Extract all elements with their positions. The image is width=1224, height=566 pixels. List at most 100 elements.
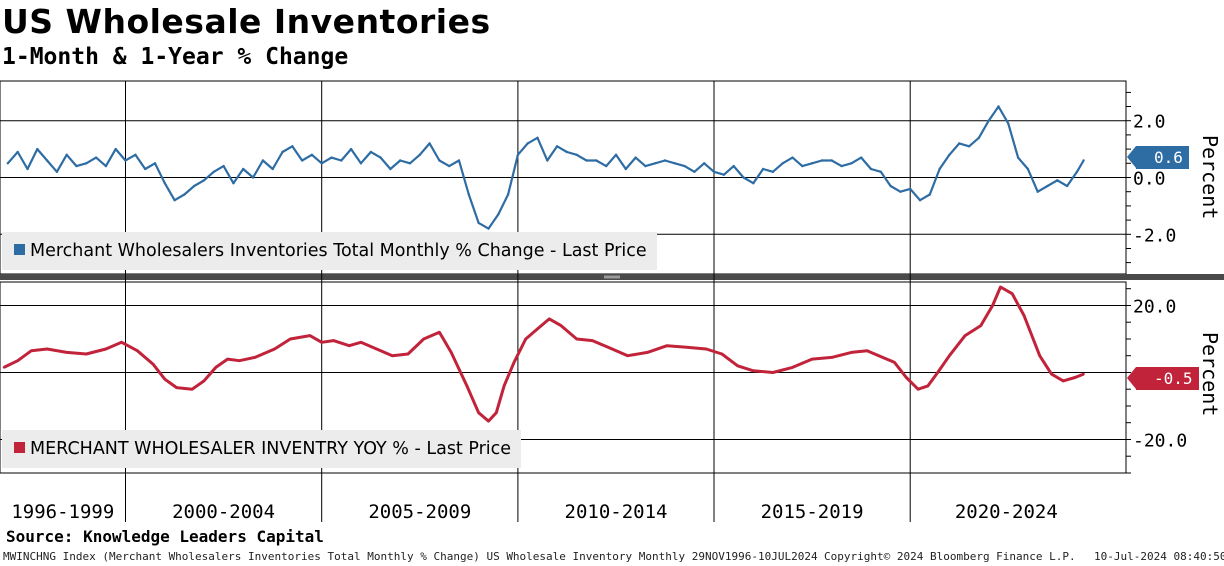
yoy-data-point	[963, 334, 967, 337]
monthly-data-point	[1056, 179, 1059, 182]
yoy-data-point	[65, 351, 68, 354]
yoy-data-point	[893, 361, 896, 364]
yoy-data-point	[273, 347, 276, 351]
yoy-data-point	[1050, 372, 1053, 376]
monthly-data-point	[820, 159, 824, 162]
yoy-data-point	[391, 354, 394, 357]
x-range-label-0: 1996-1999	[11, 501, 114, 523]
monthly-data-point	[379, 156, 382, 159]
monthly-data-point	[487, 227, 490, 230]
monthly-data-point	[202, 179, 206, 182]
yoy-data-point	[202, 379, 206, 383]
monthly-data-point	[634, 156, 637, 159]
legend-monthly[interactable]: Merchant Wholesalers Inventories Total M…	[2, 232, 657, 270]
yoy-data-point	[999, 285, 1002, 289]
yoy-data-point	[720, 352, 724, 356]
monthly-data-point	[555, 145, 559, 148]
monthly-data-point	[94, 156, 98, 159]
monthly-data-point	[144, 167, 147, 171]
monthly-data-point	[1007, 122, 1010, 125]
monthly-data-point	[340, 159, 343, 162]
yoy-data-point	[548, 317, 551, 321]
yoy-data-point	[226, 357, 229, 361]
monthly-data-point	[1046, 184, 1049, 188]
x-range-label-1: 2000-2004	[172, 501, 275, 523]
yoy-data-point	[465, 384, 469, 388]
yoy-data-point	[1022, 314, 1026, 317]
yoy-data-point	[606, 346, 610, 349]
top-y-axis: 2.0 0.0 -2.0	[1126, 91, 1176, 264]
monthly-data-point	[654, 162, 657, 165]
monthly-data-point	[918, 199, 922, 202]
monthly-data-point	[438, 159, 441, 162]
yoy-data-point	[512, 361, 516, 364]
yoy-data-point	[422, 337, 425, 341]
monthly-data-point	[712, 170, 716, 173]
monthly-data-point	[271, 167, 274, 171]
monthly-data-point	[232, 182, 235, 185]
monthly-data-point	[153, 162, 157, 165]
x-range-label-2: 2005-2009	[368, 501, 471, 523]
monthly-data-point	[163, 182, 166, 185]
yoy-data-point	[850, 351, 853, 354]
yoy-data-point	[559, 324, 563, 327]
legend-yoy-swatch	[14, 442, 25, 453]
yoy-data-point	[16, 359, 19, 362]
monthly-data-point	[349, 147, 353, 151]
monthly-data-point	[997, 105, 1000, 108]
monthly-series-line[interactable]	[6, 105, 1085, 230]
monthly-data-point	[16, 150, 19, 154]
monthly-data-point	[310, 153, 314, 156]
monthly-data-point	[330, 156, 333, 159]
monthly-data-point	[1065, 184, 1069, 188]
monthly-data-point	[193, 184, 196, 188]
yoy-data-point	[736, 364, 739, 367]
yoy-data-point	[450, 351, 453, 354]
yoy-series-line[interactable]	[3, 285, 1085, 423]
yoy-data-point	[320, 341, 323, 344]
yoy-data-point	[104, 347, 108, 351]
yoy-data-point	[791, 366, 794, 369]
monthly-data-point	[1036, 190, 1039, 193]
monthly-data-point	[565, 150, 569, 154]
yoy-data-point	[877, 354, 880, 357]
monthly-data-point	[1016, 156, 1020, 159]
yoy-data-point	[332, 339, 335, 342]
monthly-data-point	[967, 145, 971, 148]
yoy-data-point	[120, 341, 123, 344]
yoy-data-point	[685, 346, 688, 349]
monthly-data-point	[791, 156, 794, 159]
monthly-data-point	[1082, 159, 1085, 162]
chart-subtitle: 1-Month & 1-Year % Change	[2, 44, 349, 70]
yoy-data-point	[2, 366, 6, 369]
monthly-data-point	[850, 162, 853, 165]
yoy-data-point	[214, 366, 217, 369]
yoy-data-point	[375, 347, 378, 351]
yoy-data-point	[646, 351, 649, 354]
monthly-data-point	[761, 167, 765, 171]
monthly-data-point	[36, 147, 39, 151]
yoy-data-point	[238, 359, 241, 362]
monthly-data-point	[830, 159, 833, 162]
yoy-data-point	[991, 304, 994, 307]
yoy-data-point	[752, 369, 755, 372]
monthly-data-point	[359, 162, 363, 165]
monthly-data-point	[124, 159, 127, 162]
legend-yoy[interactable]: MERCHANT WHOLESALER INVENTRY YOY % - Las…	[2, 430, 522, 468]
yoy-data-point	[575, 337, 578, 341]
yoy-data-point	[810, 357, 814, 361]
monthly-data-point	[173, 199, 176, 202]
yoy-data-point	[477, 411, 480, 414]
monthly-data-point	[948, 153, 951, 156]
panel-separator-grip[interactable]	[604, 275, 620, 279]
yoy-data-point	[85, 352, 88, 356]
monthly-ytick-label-0: 2.0	[1133, 112, 1166, 133]
yoy-data-point	[1082, 372, 1085, 376]
monthly-data-point	[977, 136, 981, 139]
monthly-data-point	[134, 153, 137, 156]
monthly-data-point	[605, 164, 608, 168]
monthly-data-point	[526, 142, 529, 145]
monthly-data-point	[251, 176, 255, 179]
monthly-data-point	[595, 159, 598, 162]
yoy-data-point	[289, 337, 292, 341]
